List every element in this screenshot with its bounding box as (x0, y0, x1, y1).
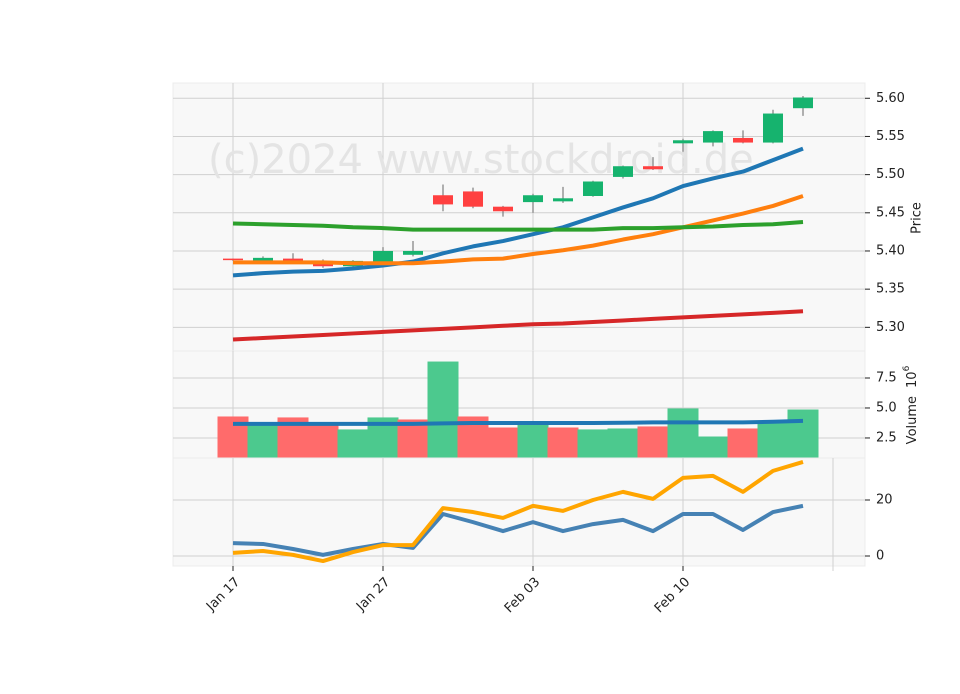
candle-body (463, 191, 483, 207)
candle-body (613, 166, 633, 177)
line (233, 418, 804, 426)
y-tick-label: 5.60 (876, 91, 905, 106)
y-tick-label: 5.35 (876, 282, 905, 297)
volume-bar (607, 428, 639, 459)
x-tick-label: Jan 17 (203, 575, 243, 615)
plot-background (172, 82, 866, 352)
y-tick-label: 5.40 (876, 243, 905, 258)
line (232, 503, 804, 557)
volume-bar (307, 424, 339, 459)
candle-body (793, 97, 813, 109)
volume-bar (667, 408, 699, 459)
candle-body (433, 195, 453, 205)
y-tick-label: 5.30 (876, 320, 905, 335)
candle-body (673, 140, 693, 144)
volume-bar (697, 436, 729, 459)
line (232, 460, 804, 564)
candle-body (763, 113, 783, 143)
volume-bar (397, 419, 429, 459)
volume-bar (547, 427, 579, 459)
line (232, 219, 804, 232)
line (233, 194, 804, 266)
candle-body (733, 137, 753, 143)
y-tick-label: 2.5 (876, 430, 897, 445)
volume-bar (577, 429, 609, 459)
volume-bar (487, 427, 519, 459)
candle-body (583, 181, 603, 197)
y-tick-label: 5.50 (876, 167, 905, 182)
candle-body (523, 195, 543, 203)
offset-base: 10 (905, 371, 920, 388)
candle-body (373, 250, 393, 263)
volume-bar (637, 426, 669, 459)
candle-body (223, 258, 243, 261)
y-tick-label: 5.55 (876, 129, 905, 144)
x-tick-label: Feb 10 (652, 575, 694, 617)
volume-bar (787, 409, 819, 459)
candle-body (703, 131, 723, 143)
watermark: (c)2024 www.stockdroid.de (208, 137, 754, 183)
y-tick-label: 7.5 (876, 370, 897, 385)
candle-body (553, 198, 573, 202)
x-tick-label: Feb 03 (502, 575, 544, 617)
offset-exponent: 6 (902, 365, 912, 371)
line (232, 309, 804, 342)
y-axis-label: Price (910, 202, 925, 234)
x-tick-label: Jan 27 (353, 575, 393, 615)
volume-bar (517, 422, 549, 459)
candle-body (253, 257, 273, 261)
y-tick-label: 5.45 (876, 205, 905, 220)
candle-body (643, 166, 663, 170)
y-axis-label: Volume 106 (902, 365, 920, 444)
y-tick-label: 20 (876, 493, 893, 508)
candle-body (283, 258, 303, 261)
line (232, 146, 804, 278)
candle-body (493, 206, 513, 212)
volume-bar (757, 422, 789, 459)
candle-body (403, 250, 423, 255)
volume-bar (337, 429, 369, 459)
volume-bar (247, 424, 279, 459)
y-tick-label: 0 (876, 549, 884, 564)
volume-bar (727, 428, 759, 459)
y-axis-title: Volume (905, 396, 920, 444)
y-tick-label: 5.0 (876, 400, 897, 415)
volume-bar (427, 361, 459, 459)
